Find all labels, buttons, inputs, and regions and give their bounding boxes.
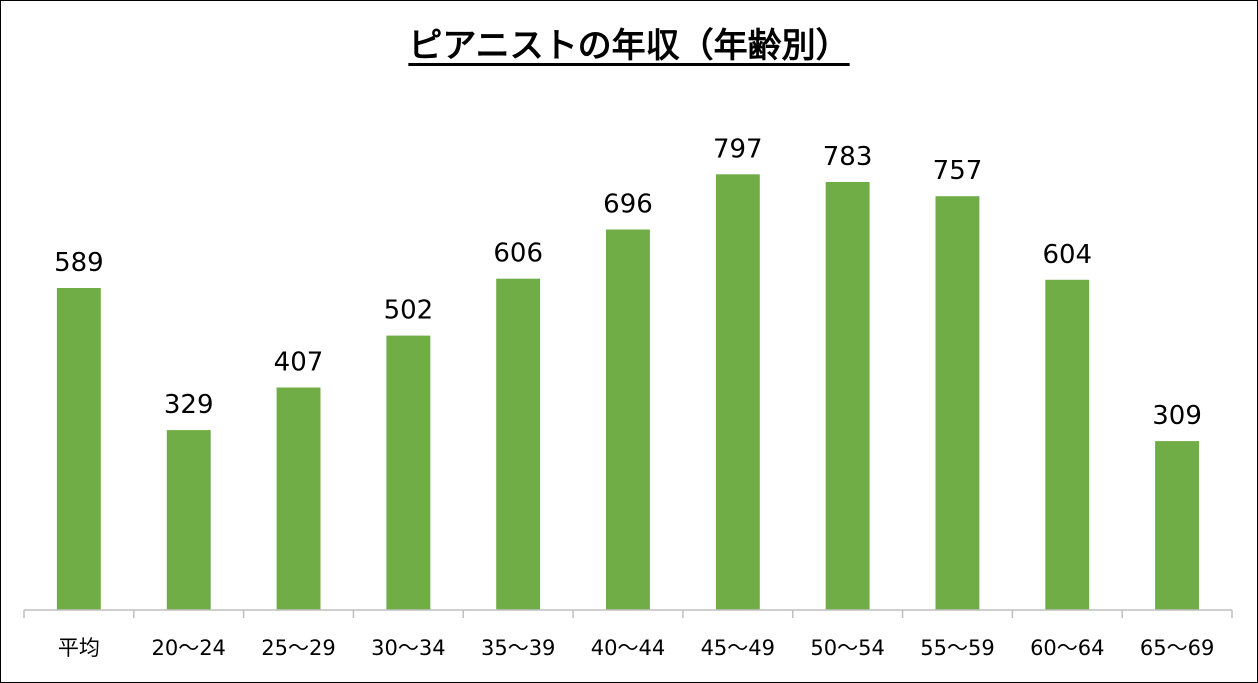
x-axis: 平均 20〜24 25〜29 30〜34 35〜39 40〜44 45〜49 50〜54 55〜… — [23, 609, 1233, 660]
value-label-7: 783 — [823, 142, 873, 172]
value-label-0: 589 — [54, 248, 104, 278]
category-label-2: 25〜29 — [261, 636, 335, 660]
bar-3 — [386, 335, 431, 610]
category-label-10: 65〜69 — [1140, 636, 1214, 660]
value-label-3: 502 — [384, 296, 434, 326]
value-label-9: 604 — [1042, 240, 1092, 270]
category-label-6: 45〜49 — [701, 636, 775, 660]
category-label-1: 20〜24 — [151, 636, 225, 660]
value-label-6: 797 — [713, 134, 763, 164]
bar-4 — [496, 278, 541, 610]
category-label-0: 平均 — [58, 636, 100, 660]
value-label-5: 696 — [603, 190, 653, 220]
bar-1 — [166, 430, 211, 610]
category-label-3: 30〜34 — [371, 636, 445, 660]
category-label-9: 60〜64 — [1030, 636, 1104, 660]
category-label-4: 35〜39 — [481, 636, 555, 660]
bar-9 — [1045, 279, 1090, 610]
bar-7 — [825, 182, 870, 610]
category-label-5: 40〜44 — [591, 636, 665, 660]
bar-6 — [715, 174, 760, 611]
bar-8 — [935, 196, 980, 610]
category-label-7: 50〜54 — [810, 636, 884, 660]
bar-2 — [276, 387, 321, 610]
chart-title: ピアニストの年収（年齢別） — [408, 26, 850, 66]
value-label-4: 606 — [493, 239, 543, 269]
bar-5 — [606, 229, 650, 610]
value-label-8: 757 — [933, 156, 983, 186]
value-label-10: 309 — [1152, 401, 1202, 431]
bar-10 — [1155, 441, 1199, 610]
value-label-2: 407 — [274, 348, 324, 378]
category-label-8: 55〜59 — [920, 636, 994, 660]
bar-0 — [56, 288, 101, 610]
value-label-1: 329 — [164, 390, 214, 420]
bars-group — [56, 174, 1199, 611]
value-labels-group: 589 329 407 502 606 696 797 783 757 604 309 — [54, 134, 1202, 431]
